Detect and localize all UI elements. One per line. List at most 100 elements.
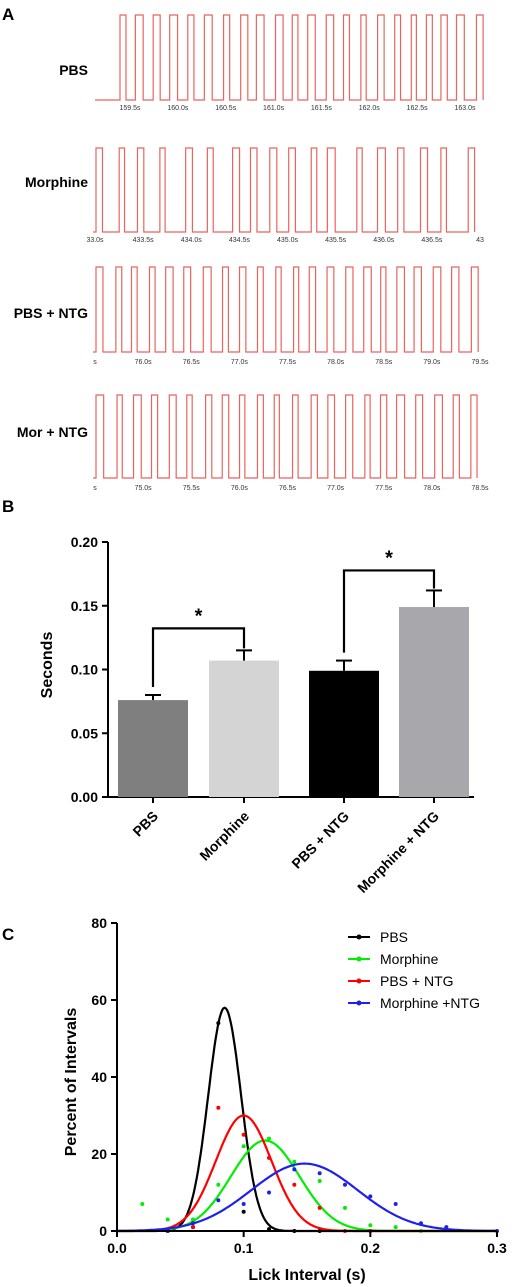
trace-tick-label: 78.0s xyxy=(423,485,441,492)
data-point xyxy=(191,1221,195,1226)
trace-tick-label: 433.5s xyxy=(133,237,155,244)
trace-tick-label: 76.0s xyxy=(135,359,153,366)
dist-x-tick-label: 0.0 xyxy=(107,1240,127,1256)
data-point xyxy=(393,1225,398,1230)
series-curve-1 xyxy=(117,1139,497,1233)
dist-y-tick-label: 80 xyxy=(91,915,107,931)
trace-tick-label: 434.5s xyxy=(229,237,251,244)
data-point xyxy=(368,1194,373,1199)
data-point xyxy=(241,1144,246,1149)
trace-tick-label: 43 xyxy=(476,237,484,244)
bar-x-tick-label: Morphine xyxy=(196,808,252,864)
trace-tick-label: 79.5s xyxy=(471,359,489,366)
trace-tick-label: 76.5s xyxy=(183,359,201,366)
dist-x-axis-title: Lick Interval (s) xyxy=(248,1267,365,1284)
data-point xyxy=(267,1190,271,1195)
trace-tick-label: 160.5s xyxy=(215,105,237,112)
dist-x-tick-label: 0.3 xyxy=(487,1240,507,1256)
panel-label-b: B xyxy=(2,497,14,516)
trace-tick-label: 434.0s xyxy=(181,237,203,244)
dist-y-tick-label: 20 xyxy=(91,1146,107,1162)
data-point xyxy=(343,1205,347,1210)
trace-tick-label: 161.0s xyxy=(263,105,285,112)
series-curve-2 xyxy=(117,1114,497,1233)
legend-marker xyxy=(356,1000,362,1006)
bar xyxy=(209,660,279,797)
trace-tick-label: 78.5s xyxy=(375,359,393,366)
trace-tick-label: 159.5s xyxy=(119,105,141,112)
data-point xyxy=(317,1178,322,1183)
trace-tick-label: 76.0s xyxy=(231,485,249,492)
trace-tick-label: 435.0s xyxy=(277,237,299,244)
data-point xyxy=(343,1182,347,1187)
data-point xyxy=(368,1223,373,1228)
lick-traces: 159.5s 160.0s 160.5s 161.0s 161.5s 162.0s 162.… xyxy=(86,14,489,492)
data-point xyxy=(165,1217,170,1222)
legend-marker xyxy=(356,956,362,962)
series-curve-0 xyxy=(117,1006,497,1233)
trace-name-pbs-ntg: PBS + NTG xyxy=(14,305,88,321)
bar xyxy=(309,670,379,797)
legend-label: PBS xyxy=(380,929,408,945)
legend-marker xyxy=(356,978,362,984)
trace-name-mor-ntg: Mor + NTG xyxy=(17,424,88,440)
trace-tick-label: 77.5s xyxy=(279,359,297,366)
data-point xyxy=(393,1202,398,1207)
dist-y-tick-label: 60 xyxy=(91,992,107,1008)
significance-star: * xyxy=(385,547,393,569)
panel-label-a: A xyxy=(2,5,14,24)
data-point xyxy=(216,1198,221,1203)
legend-marker xyxy=(356,934,362,940)
trace-tick-label: 33.0s xyxy=(86,237,104,244)
data-point xyxy=(292,1167,297,1172)
data-point xyxy=(140,1202,145,1207)
trace-tick-label: 160.0s xyxy=(167,105,189,112)
bar-y-axis-title: Seconds xyxy=(39,632,56,699)
bar-y-tick-label: 0.00 xyxy=(71,789,98,805)
data-point xyxy=(191,1217,195,1222)
data-point xyxy=(267,1136,271,1141)
bar xyxy=(118,700,188,797)
trace-tick-label: 163.0s xyxy=(454,105,476,112)
data-point xyxy=(241,1209,246,1214)
bar-y-tick-label: 0.10 xyxy=(71,662,98,678)
trace-tick-label: 162.0s xyxy=(359,105,381,112)
bar-chart: 0.00 0.05 0.10 0.15 0.20 PBS Morphine PBS + NTG… xyxy=(71,534,474,896)
data-point xyxy=(216,1182,221,1187)
dist-y-tick-label: 0 xyxy=(99,1223,107,1239)
data-point xyxy=(241,1202,246,1207)
bar-y-tick-label: 0.05 xyxy=(71,725,98,741)
trace-tick-label: 79.0s xyxy=(423,359,441,366)
data-point xyxy=(216,1105,221,1110)
legend-label: PBS + NTG xyxy=(380,973,454,989)
trace-tick-label: 76.5s xyxy=(279,485,297,492)
bar xyxy=(399,607,469,797)
significance-bracket xyxy=(342,569,436,653)
bar-y-tick-label: 0.15 xyxy=(71,598,98,614)
trace-tick-label: 436.5s xyxy=(421,237,443,244)
trace-line-3 xyxy=(93,394,478,479)
trace-tick-label: 75.5s xyxy=(183,485,201,492)
trace-name-morphine: Morphine xyxy=(25,174,88,190)
trace-line-0 xyxy=(95,14,484,101)
bar-x-tick-label: Morphine + NTG xyxy=(354,808,442,896)
dist-x-tick-label: 0.1 xyxy=(234,1240,254,1256)
data-point xyxy=(292,1182,297,1187)
bar-y-tick-label: 0.20 xyxy=(71,534,98,550)
trace-tick-label: 162.5s xyxy=(407,105,429,112)
data-point xyxy=(317,1171,322,1176)
trace-tick-label: 435.5s xyxy=(325,237,347,244)
trace-tick-label: 436.0s xyxy=(373,237,395,244)
data-point xyxy=(267,1155,271,1160)
legend-label: Morphine xyxy=(380,951,439,967)
trace-line-1 xyxy=(93,147,476,233)
trace-tick-label: 78.5s xyxy=(471,485,489,492)
trace-tick-label: 77.5s xyxy=(375,485,393,492)
data-point xyxy=(241,1132,246,1137)
dist-y-tick-label: 40 xyxy=(91,1069,107,1085)
trace-tick-label: s xyxy=(93,359,97,366)
trace-name-pbs: PBS xyxy=(59,62,88,78)
trace-tick-label: 75.0s xyxy=(135,485,153,492)
trace-tick-label: s xyxy=(93,485,97,492)
trace-tick-label: 161.5s xyxy=(311,105,333,112)
